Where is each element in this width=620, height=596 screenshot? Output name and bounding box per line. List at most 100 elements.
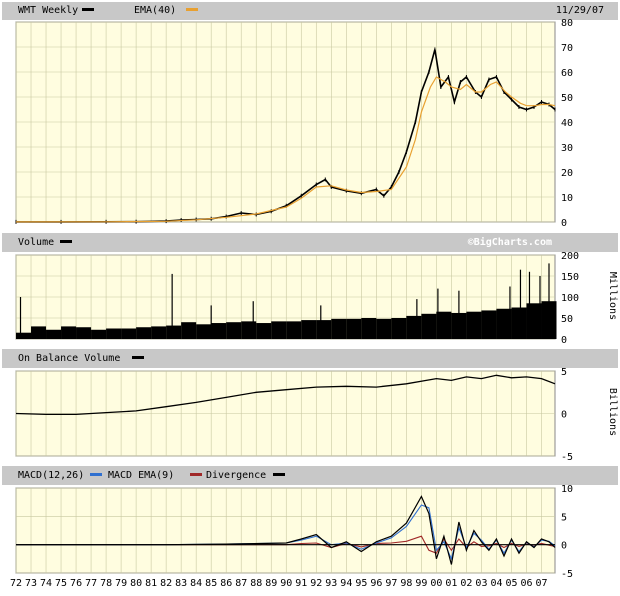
- price-title: WMT Weekly: [18, 5, 78, 16]
- y-tick-label: 70: [561, 43, 573, 54]
- x-tick-label: 85: [205, 578, 217, 589]
- volume-bar: [181, 322, 197, 339]
- y-tick-label: 10: [561, 484, 573, 495]
- y-tick-label: -5: [561, 569, 573, 580]
- volume-bar: [391, 318, 407, 339]
- x-tick-label: 01: [445, 578, 457, 589]
- y-tick-label: 40: [561, 118, 573, 129]
- x-tick-label: 87: [235, 578, 247, 589]
- y-tick-label: 0: [561, 218, 567, 229]
- y-tick-label: -5: [561, 452, 573, 463]
- volume-bar: [421, 313, 437, 339]
- macd-title: MACD(12,26): [18, 470, 84, 481]
- volume-bar: [106, 328, 122, 339]
- x-tick-label: 05: [505, 578, 517, 589]
- volume-bar: [151, 326, 167, 339]
- x-tick-label: 72: [10, 578, 22, 589]
- volume-bar: [211, 323, 227, 339]
- volume-bar: [166, 325, 182, 339]
- y-tick-label: 5: [561, 512, 567, 523]
- y-tick-label: 50: [561, 93, 573, 104]
- ema-series-line: [15, 76, 556, 223]
- x-tick-label: 96: [370, 578, 382, 589]
- volume-bar: [271, 321, 287, 339]
- y-tick-label: 100: [561, 293, 579, 304]
- x-tick-label: 80: [130, 578, 142, 589]
- x-tick-label: 76: [70, 578, 82, 589]
- x-tick-label: 74: [40, 578, 52, 589]
- x-tick-label: 73: [25, 578, 37, 589]
- x-tick-label: 98: [400, 578, 412, 589]
- volume-bar: [226, 322, 242, 339]
- y-tick-label: 50: [561, 314, 573, 325]
- volume-bar: [286, 321, 302, 339]
- x-tick-label: 92: [310, 578, 322, 589]
- x-tick-label: 90: [280, 578, 292, 589]
- volume-bar: [316, 320, 332, 339]
- x-tick-label: 04: [490, 578, 502, 589]
- volume-bar: [361, 318, 377, 339]
- ema-legend-label: EMA(40): [134, 5, 176, 16]
- y-tick-label: 200: [561, 251, 579, 262]
- volume-bar: [511, 307, 527, 339]
- x-tick-label: 84: [190, 578, 202, 589]
- x-tick-label: 83: [175, 578, 187, 589]
- y-tick-label: 0: [561, 335, 567, 346]
- obv-title: On Balance Volume: [18, 353, 120, 364]
- volume-bar: [436, 311, 452, 339]
- x-tick-label: 94: [340, 578, 352, 589]
- volume-bar: [121, 328, 137, 339]
- x-tick-label: 97: [385, 578, 397, 589]
- x-tick-label: 89: [265, 578, 277, 589]
- x-tick-label: 88: [250, 578, 262, 589]
- macd-series-line: [16, 495, 556, 565]
- divergence-series-line: [16, 535, 556, 554]
- x-tick-label: 93: [325, 578, 337, 589]
- panel-header-band: [2, 349, 618, 368]
- x-tick-label: 07: [535, 578, 547, 589]
- obv-series-line: [15, 374, 556, 416]
- y-tick-label: 60: [561, 68, 573, 79]
- volume-bar: [406, 315, 422, 339]
- volume-bar: [496, 308, 512, 339]
- panel-header-band: [2, 466, 618, 485]
- volume-bar: [76, 327, 92, 339]
- x-tick-label: 82: [160, 578, 172, 589]
- volume-bar: [241, 321, 257, 339]
- y-tick-label: 80: [561, 18, 573, 29]
- volume-bar: [91, 329, 107, 339]
- y-tick-label: 150: [561, 272, 579, 283]
- volume-bar: [301, 320, 317, 339]
- macd-ema-legend-label: MACD EMA(9): [108, 470, 174, 481]
- y-tick-label: 10: [561, 193, 573, 204]
- x-tick-label: 95: [355, 578, 367, 589]
- panel-header-band: [2, 2, 618, 20]
- volume-axis-title: Millions: [607, 272, 618, 320]
- x-tick-label: 91: [295, 578, 307, 589]
- y-tick-label: 5: [561, 367, 567, 378]
- x-tick-label: 03: [475, 578, 487, 589]
- volume-bar: [346, 318, 362, 339]
- bigcharts-watermark: ©BigCharts.com: [468, 236, 552, 248]
- x-tick-label: 81: [145, 578, 157, 589]
- volume-bar: [46, 329, 62, 339]
- volume-bar: [331, 318, 347, 339]
- x-tick-label: 86: [220, 578, 232, 589]
- x-tick-label: 00: [430, 578, 442, 589]
- volume-bar: [526, 303, 542, 339]
- volume-bar: [466, 311, 482, 339]
- obv-axis-title: Billions: [607, 388, 618, 436]
- y-tick-label: 30: [561, 143, 573, 154]
- chart-date: 11/29/07: [556, 5, 604, 16]
- volume-bar: [481, 310, 497, 339]
- y-tick-label: 20: [561, 168, 573, 179]
- x-tick-label: 75: [55, 578, 67, 589]
- volume-title: Volume: [18, 237, 54, 248]
- volume-bar: [136, 327, 152, 339]
- x-tick-label: 78: [100, 578, 112, 589]
- x-tick-label: 02: [460, 578, 472, 589]
- y-tick-label: 0: [561, 541, 567, 552]
- macd-ema-series-line: [16, 504, 556, 561]
- volume-bar: [31, 326, 47, 339]
